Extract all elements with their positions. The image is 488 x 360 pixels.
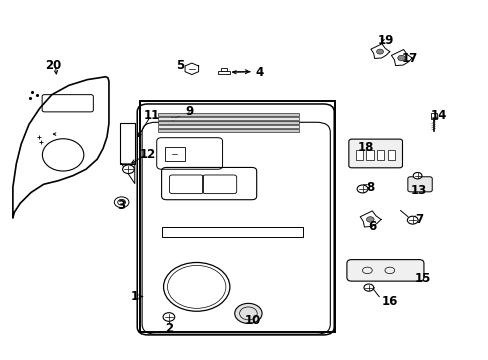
Text: 14: 14 [429,109,446,122]
Text: 4: 4 [254,66,263,79]
Text: 2: 2 [164,322,173,335]
Text: 1: 1 [130,290,139,303]
Circle shape [363,284,373,291]
Circle shape [366,217,373,222]
Text: 15: 15 [413,272,430,285]
FancyBboxPatch shape [346,260,423,281]
Bar [164,147,184,161]
Bar [217,71,230,74]
Bar [158,125,299,128]
Text: 12: 12 [140,148,156,161]
Text: 3: 3 [117,199,125,212]
FancyBboxPatch shape [348,139,402,168]
Polygon shape [360,211,380,227]
Polygon shape [122,164,135,184]
Bar [366,149,373,160]
Bar [158,113,299,116]
Bar [158,121,299,124]
Text: 17: 17 [401,51,418,64]
Polygon shape [184,63,198,75]
Text: 19: 19 [377,33,393,47]
Circle shape [234,303,262,323]
Circle shape [114,197,129,208]
Bar [387,149,394,160]
Bar [221,68,226,71]
Bar [158,129,299,132]
FancyBboxPatch shape [407,177,431,192]
Bar [376,149,384,160]
Text: 13: 13 [410,184,427,197]
Text: 20: 20 [45,59,61,72]
Circle shape [412,172,421,179]
Text: 18: 18 [357,141,373,154]
Text: 5: 5 [176,59,184,72]
Circle shape [376,49,383,54]
Circle shape [407,216,417,224]
Text: 10: 10 [244,314,261,327]
Circle shape [163,313,174,321]
Polygon shape [370,44,389,58]
Bar [140,101,334,332]
Circle shape [356,185,367,193]
Text: 7: 7 [414,213,422,226]
Bar [430,113,436,119]
Circle shape [122,165,134,174]
Text: 16: 16 [381,296,397,309]
Bar [158,117,299,120]
Text: 11: 11 [143,109,160,122]
Text: 6: 6 [367,220,376,233]
Text: 9: 9 [185,105,194,118]
Text: 8: 8 [366,181,374,194]
Bar [161,226,303,237]
Circle shape [397,55,405,61]
Bar [355,149,362,160]
Polygon shape [390,50,411,66]
Bar [120,123,135,164]
